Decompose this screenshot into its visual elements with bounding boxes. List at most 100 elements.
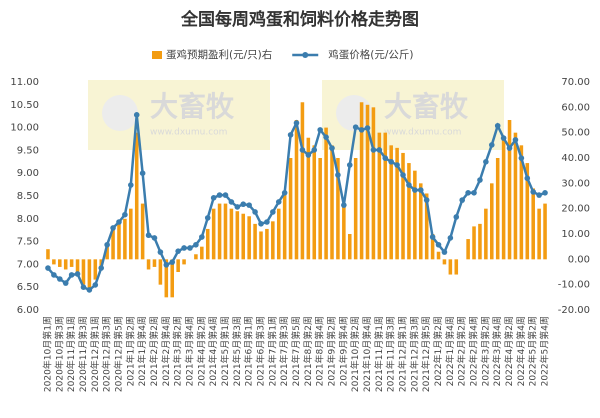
y2-tick-label: 10.00: [561, 229, 590, 240]
bar: [146, 259, 151, 270]
y2-tick-label: 30.00: [561, 178, 590, 189]
line-marker: [530, 189, 537, 195]
line-marker: [447, 235, 454, 241]
bar: [152, 259, 157, 267]
y-tick-label: 10.00: [10, 123, 39, 134]
x-tick-label: 2022年1月第2周: [432, 316, 444, 386]
line-marker: [471, 190, 477, 196]
line-marker: [181, 245, 187, 251]
bar: [495, 158, 500, 260]
line-marker: [400, 172, 406, 178]
line-marker: [542, 190, 548, 196]
bar: [519, 145, 524, 260]
x-tick-label: 2021年1月第4周: [136, 316, 148, 386]
bar: [525, 163, 530, 260]
bar: [223, 203, 228, 260]
bar: [436, 251, 441, 260]
line-marker: [228, 199, 235, 205]
line-marker: [518, 155, 525, 161]
line-marker: [412, 187, 418, 193]
line-marker: [51, 272, 57, 278]
line-marker: [281, 190, 288, 196]
line-marker: [116, 219, 122, 225]
bar: [353, 158, 358, 260]
bar: [448, 259, 453, 275]
line-marker: [110, 225, 116, 231]
line-marker: [417, 187, 424, 193]
line-marker: [216, 192, 223, 198]
line-marker: [222, 192, 229, 198]
bar: [69, 259, 74, 267]
x-tick-label: 2021年11月第1周: [373, 316, 385, 392]
x-tick-label: 2022年2月第2周: [456, 316, 468, 386]
line-marker: [68, 272, 75, 278]
bar: [52, 259, 56, 265]
bar: [105, 246, 109, 260]
bar: [395, 147, 399, 260]
bar: [507, 120, 512, 260]
line-marker: [370, 147, 377, 153]
line-marker: [435, 241, 442, 248]
bar: [176, 259, 180, 272]
watermark-brand: 大畜牧: [150, 90, 235, 123]
x-tick-label: 2022年3月第2周: [479, 316, 491, 386]
x-tick-label: 2020年12月第1周: [89, 316, 101, 392]
bar: [271, 221, 275, 260]
bar: [466, 239, 470, 260]
line-marker: [352, 124, 359, 130]
bar: [129, 208, 133, 260]
line-marker: [86, 287, 93, 293]
x-tick-label: 2022年1月第4周: [444, 316, 456, 386]
bar: [140, 203, 145, 260]
x-tick-label: 2021年7月第5周: [290, 316, 302, 386]
bar: [359, 102, 364, 260]
line-marker: [62, 280, 69, 286]
line-marker: [376, 147, 383, 153]
bar: [306, 137, 311, 260]
line-marker: [358, 127, 365, 133]
y2-tick-label: 50.00: [561, 128, 590, 139]
line-marker: [341, 202, 347, 208]
line-marker: [270, 209, 276, 215]
bar: [217, 203, 222, 260]
line-marker: [429, 234, 436, 240]
bar: [87, 259, 92, 290]
x-tick-label: 2021年8月第4周: [314, 316, 326, 386]
x-tick-label: 2022年4月第4周: [515, 316, 527, 386]
line-marker: [512, 137, 519, 143]
x-tick-label: 2021年2月第2周: [148, 316, 160, 386]
bar: [81, 259, 86, 285]
line-marker: [139, 170, 146, 176]
bar: [276, 208, 281, 260]
line-marker: [335, 172, 341, 178]
line-marker: [157, 249, 164, 255]
line-marker: [252, 209, 258, 215]
bar: [46, 249, 50, 260]
bar: [58, 259, 62, 267]
bar: [430, 234, 435, 260]
x-tick-label: 2020年10月第1周: [41, 316, 53, 392]
x-tick-label: 2020年10月第3周: [53, 316, 65, 392]
x-tick-label: 2021年11月第3周: [385, 316, 397, 392]
legend-label: 鸡蛋价格(元/公斤): [328, 48, 413, 61]
x-tick-label: 2020年11月第3周: [77, 316, 89, 392]
line-marker: [246, 202, 252, 208]
bar: [235, 211, 240, 260]
line-marker: [323, 134, 329, 140]
x-tick-label: 2020年11月第1周: [65, 316, 77, 392]
bar: [501, 137, 506, 260]
y2-tick-label: 70.00: [561, 77, 590, 88]
line-marker: [92, 282, 99, 288]
y-tick-label: 7.00: [17, 259, 39, 270]
bar: [194, 254, 198, 260]
x-tick-label: 2021年12月第3周: [408, 316, 420, 392]
bar: [123, 218, 127, 260]
line-marker: [299, 147, 306, 153]
bar: [418, 183, 423, 260]
x-tick-label: 2022年3月第4周: [491, 316, 503, 386]
x-tick-label: 2021年6月第1周: [243, 316, 255, 386]
bar: [111, 228, 115, 260]
x-tick-label: 2021年9月第4周: [337, 316, 349, 386]
bar: [401, 152, 405, 260]
line-marker: [199, 234, 205, 240]
